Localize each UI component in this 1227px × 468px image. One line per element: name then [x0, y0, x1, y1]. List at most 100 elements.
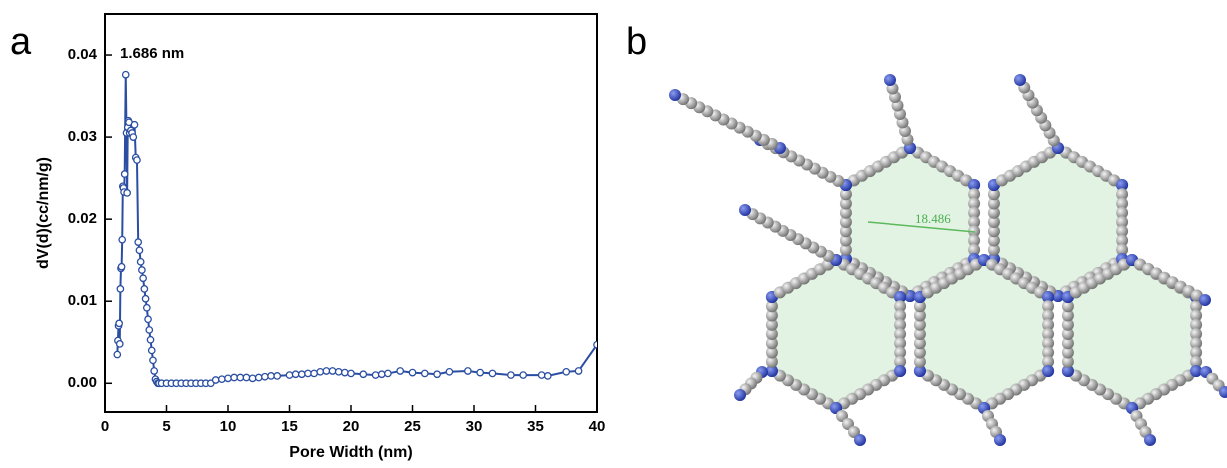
data-point: [291, 370, 300, 379]
atom: [669, 89, 681, 101]
series: [113, 70, 597, 388]
data-point: [285, 371, 294, 379]
x-tick-label: 40: [589, 418, 606, 435]
y-axis-title: dV(d)(cc/nm/g): [35, 157, 52, 269]
data-point: [310, 369, 318, 378]
data-point: [141, 294, 150, 303]
data-point: [211, 376, 220, 384]
atom: [894, 346, 907, 359]
data-point: [118, 235, 127, 244]
atom: [987, 206, 1000, 219]
atom: [765, 355, 778, 368]
atom: [839, 197, 852, 210]
data-point: [146, 335, 155, 344]
data-point: [136, 257, 145, 266]
y-tick-label: 0.01: [68, 292, 97, 309]
atom: [765, 328, 778, 340]
data-point: [562, 367, 571, 376]
data-point: [537, 371, 546, 379]
data-point: [574, 367, 583, 375]
atom: [968, 206, 981, 219]
data-point: [433, 370, 441, 379]
atom: [1144, 434, 1156, 446]
atom: [1190, 346, 1203, 359]
atom: [968, 216, 981, 228]
atom: [968, 243, 981, 256]
atom: [894, 291, 907, 303]
data-point: [150, 367, 159, 375]
data-point: [236, 373, 245, 382]
atom: [1190, 300, 1203, 313]
data-point: [113, 350, 122, 359]
x-tick-label: 35: [527, 418, 544, 435]
data-point: [396, 367, 405, 375]
data-point: [138, 266, 146, 274]
data-point: [507, 371, 515, 379]
atom: [987, 188, 1000, 201]
data-point: [261, 372, 269, 381]
atom: [1116, 234, 1129, 247]
data-point: [135, 246, 144, 255]
atom: [1042, 346, 1055, 359]
atom: [1190, 355, 1203, 368]
atom: [968, 179, 981, 191]
atom: [894, 309, 907, 322]
plot-frame: [104, 13, 598, 413]
data-point: [129, 133, 138, 141]
atom: [839, 243, 852, 256]
data-point: [115, 340, 124, 348]
atom: [913, 318, 926, 331]
atom: [1061, 355, 1074, 368]
series-line: [116, 74, 597, 385]
atom: [1190, 318, 1203, 331]
annotation: 1.686 nm: [120, 45, 184, 62]
atom: [1042, 291, 1055, 303]
data-point: [115, 319, 123, 328]
data-point: [120, 170, 129, 178]
atom: [839, 206, 852, 219]
data-point: [139, 274, 147, 283]
atom: [1061, 309, 1074, 322]
atom: [884, 74, 896, 86]
data-point: [420, 369, 429, 378]
data-point: [224, 374, 232, 383]
atom: [894, 355, 907, 368]
atom: [968, 188, 981, 201]
atom: [1190, 328, 1203, 340]
atom: [765, 365, 778, 377]
atom: [894, 337, 907, 350]
atom: [1042, 309, 1055, 322]
y-tick-label: 0.00: [68, 374, 97, 391]
atom: [765, 300, 778, 313]
atom: [913, 337, 926, 350]
atom: [894, 300, 907, 313]
measure-line: [867, 221, 976, 233]
y-tick-label: 0.03: [68, 128, 97, 145]
atom: [854, 434, 866, 446]
data-point: [248, 374, 257, 383]
atom: [968, 234, 981, 247]
atom: [1219, 386, 1227, 398]
data-point: [218, 375, 226, 384]
x-tick-label: 5: [162, 418, 170, 435]
plot: 0 5 10 15 20 25 30 35 40 0.00 0.01 0.02 0.03 0.04 Pore…: [35, 13, 606, 461]
data-point: [133, 156, 141, 164]
data-point: [142, 303, 151, 312]
data-point: [488, 369, 497, 378]
atom: [913, 365, 926, 377]
atom: [765, 346, 778, 359]
atom: [913, 328, 926, 340]
atom: [913, 346, 926, 359]
data-point: [593, 340, 597, 349]
data-point: [149, 356, 157, 365]
data-point: [140, 285, 149, 293]
x-axis-title: Pore Width (nm): [289, 444, 412, 461]
data-point: [134, 238, 143, 246]
x-tick-label: 0: [101, 418, 109, 435]
data-point: [123, 189, 131, 197]
data-point: [147, 346, 156, 355]
data-point: [322, 367, 331, 375]
x-tick-label: 25: [404, 418, 421, 435]
atom: [1042, 355, 1055, 368]
